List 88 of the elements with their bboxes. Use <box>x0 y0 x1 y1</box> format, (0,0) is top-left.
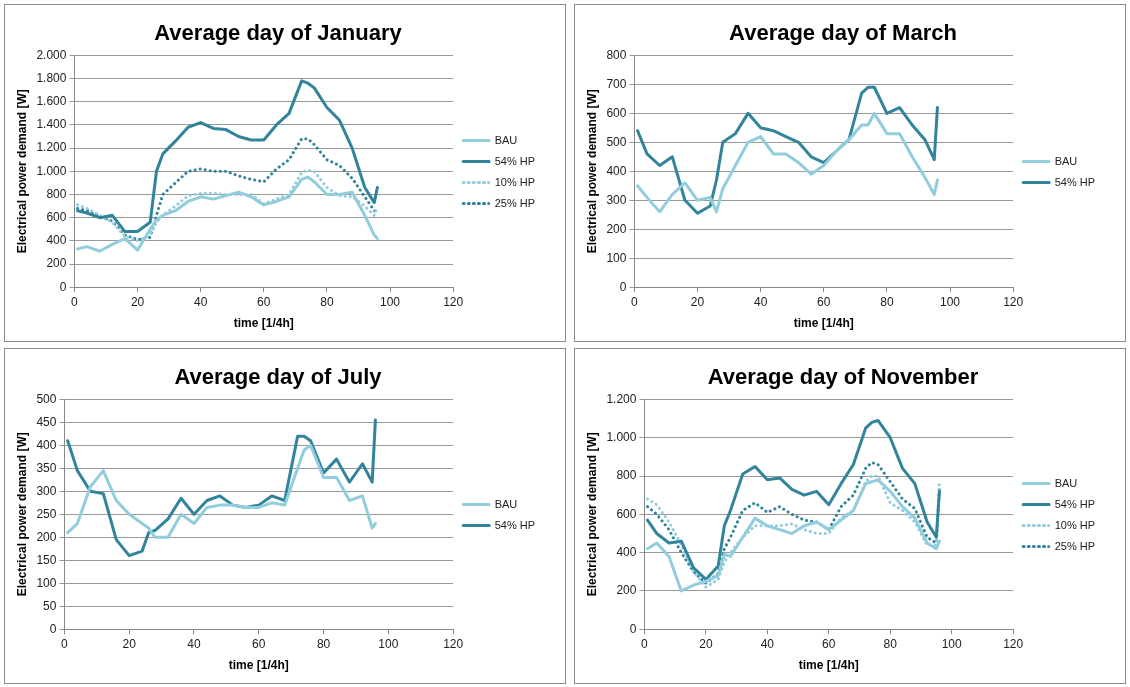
y-tick-label: 600 <box>606 105 627 120</box>
x-tick-label: 40 <box>193 294 208 309</box>
x-axis-title: time [1/4h] <box>793 316 854 331</box>
y-tick-label: 1.800 <box>36 70 67 85</box>
y-tick-label: 800 <box>606 47 627 62</box>
y-tick-label: 2.000 <box>36 47 67 62</box>
x-tick-label: 100 <box>380 294 401 309</box>
x-tick-label: 60 <box>817 294 831 309</box>
x-tick-label: 40 <box>753 294 768 309</box>
y-tick-label: 1.200 <box>606 391 637 406</box>
x-tick-label: 80 <box>883 636 898 651</box>
x-tick-label: 0 <box>641 636 649 651</box>
x-tick-label: 20 <box>122 636 137 651</box>
legend-label: 10% HP <box>1054 518 1096 531</box>
y-tick-label: 400 <box>616 544 637 559</box>
y-axis-title: Electrical power demand [W] <box>584 432 599 597</box>
legend-label: 54% HP <box>1054 497 1096 510</box>
x-axis-title: time [1/4h] <box>798 658 859 673</box>
y-tick-label: 500 <box>36 391 57 406</box>
y-axis-title: Electrical power demand [W] <box>584 89 599 254</box>
y-tick-label: 400 <box>36 437 57 452</box>
x-tick-label: 20 <box>130 294 145 309</box>
x-tick-label: 60 <box>252 636 266 651</box>
x-tick-label: 20 <box>699 636 713 651</box>
y-tick-label: 1.400 <box>36 117 67 132</box>
x-tick-label: 40 <box>760 636 775 651</box>
x-tick-label: 80 <box>316 636 331 651</box>
legend-label: 54% HP <box>494 154 536 167</box>
y-axis-title: Electrical power demand [W] <box>14 432 29 597</box>
x-tick-label: 120 <box>443 294 464 309</box>
y-tick-label: 100 <box>36 575 57 590</box>
y-tick-label: 200 <box>606 221 627 236</box>
y-axis-title: Electrical power demand [W] <box>14 89 29 254</box>
y-tick-label: 50 <box>43 598 57 613</box>
x-tick-label: 0 <box>71 294 79 309</box>
x-tick-label: 120 <box>1003 294 1024 309</box>
legend-label: BAU <box>1054 154 1078 167</box>
y-tick-label: 800 <box>46 186 67 201</box>
x-tick-label: 40 <box>187 636 201 651</box>
legend-label: BAU <box>494 497 518 510</box>
y-tick-label: 1.200 <box>36 140 67 155</box>
legend-label: 25% HP <box>1054 539 1096 552</box>
y-tick-label: 400 <box>606 163 627 178</box>
y-tick-label: 350 <box>36 460 57 475</box>
legend-label: 54% HP <box>494 518 536 531</box>
x-axis-title: time [1/4h] <box>233 316 294 331</box>
x-tick-label: 100 <box>940 294 961 309</box>
x-tick-label: 100 <box>941 636 963 651</box>
y-tick-label: 100 <box>606 250 627 265</box>
chart-title: Average day of July <box>174 364 383 390</box>
x-axis-title: time [1/4h] <box>228 658 289 673</box>
y-tick-label: 600 <box>616 506 637 521</box>
legend-label: BAU <box>494 133 518 146</box>
y-tick-label: 300 <box>606 192 627 207</box>
y-tick-label: 200 <box>46 256 67 271</box>
y-tick-label: 1.000 <box>36 163 67 178</box>
y-tick-label: 250 <box>36 506 57 521</box>
y-tick-label: 600 <box>46 209 67 224</box>
legend-label: 54% HP <box>1054 175 1096 188</box>
chart-title: Average day of January <box>154 20 403 46</box>
x-tick-label: 60 <box>257 294 271 309</box>
legend-label: 10% HP <box>494 175 536 188</box>
x-tick-label: 20 <box>690 294 705 309</box>
x-tick-label: 120 <box>443 636 464 651</box>
y-tick-label: 400 <box>46 233 67 248</box>
y-tick-label: 200 <box>36 529 57 544</box>
y-tick-label: 0 <box>629 621 637 636</box>
y-tick-label: 200 <box>616 583 637 598</box>
chart-title: Average day of March <box>729 20 957 46</box>
chart-title: Average day of November <box>707 364 979 390</box>
y-tick-label: 300 <box>36 483 57 498</box>
y-tick-label: 1.000 <box>606 430 637 445</box>
x-tick-label: 80 <box>880 294 894 309</box>
x-tick-label: 100 <box>378 636 399 651</box>
y-tick-label: 0 <box>59 279 67 294</box>
x-tick-label: 60 <box>822 636 836 651</box>
legend-label: BAU <box>1054 476 1078 489</box>
x-tick-label: 80 <box>320 294 334 309</box>
y-tick-label: 1.600 <box>36 94 67 109</box>
y-tick-label: 150 <box>36 552 57 567</box>
legend-label: 25% HP <box>494 196 536 209</box>
y-tick-label: 450 <box>36 414 57 429</box>
x-tick-label: 120 <box>1003 636 1024 651</box>
y-tick-label: 0 <box>619 279 627 294</box>
y-tick-label: 0 <box>49 621 57 636</box>
y-tick-label: 800 <box>616 468 637 483</box>
y-tick-label: 700 <box>606 76 627 91</box>
y-tick-label: 500 <box>606 134 627 149</box>
